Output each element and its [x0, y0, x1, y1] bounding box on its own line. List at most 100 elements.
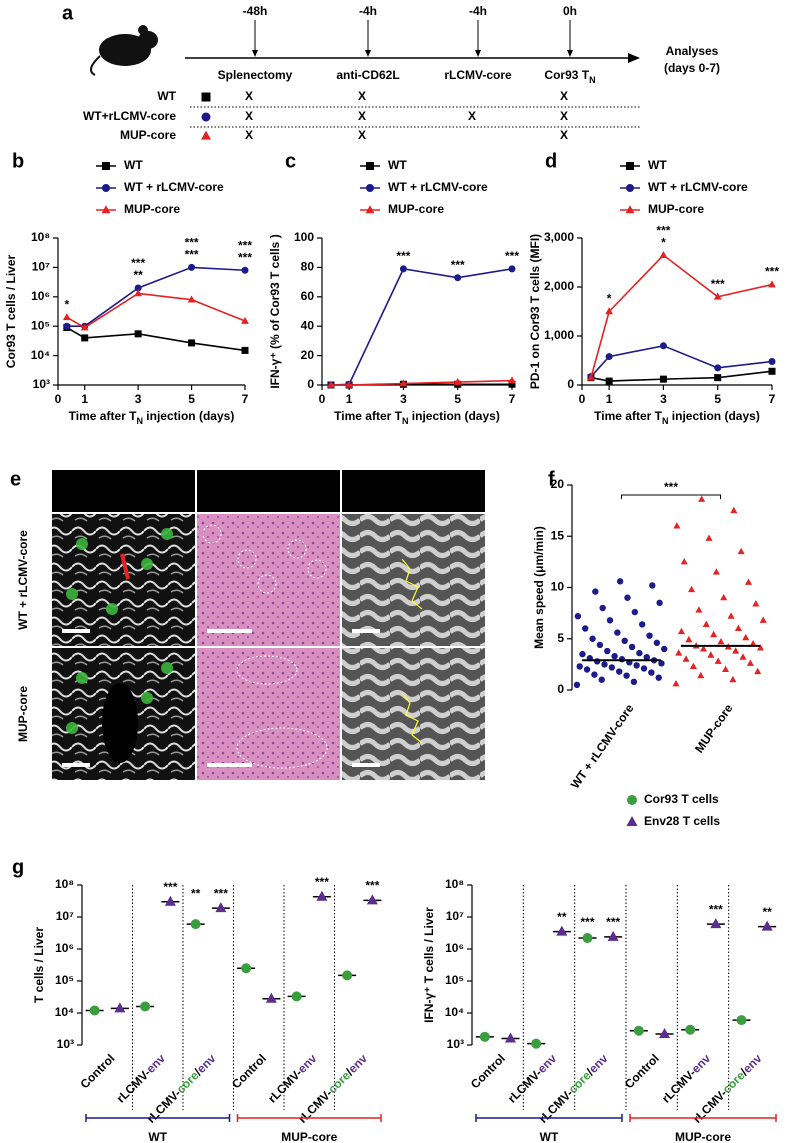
marker [756, 644, 764, 651]
marker [710, 918, 722, 929]
group-bracket [85, 1114, 231, 1122]
marker [656, 599, 663, 607]
category-label-part: Control [229, 1051, 269, 1091]
panel-label: g [12, 856, 24, 878]
panel-label: f [548, 468, 555, 490]
significance: *** [606, 915, 620, 929]
y-tick-label: 10³ [57, 1037, 74, 1051]
scale-bar [352, 629, 380, 633]
scale-bar [207, 629, 252, 633]
marker [592, 588, 599, 595]
y-tick-label: 10⁵ [31, 318, 50, 332]
category-label-part: rLCMV- [690, 1086, 730, 1126]
step-mark: X [468, 109, 476, 123]
y-tick-label: 1,000 [544, 328, 574, 342]
category-label-part: rLCMV- [114, 1066, 154, 1106]
marker [614, 629, 621, 636]
step-time: 0h [563, 4, 577, 18]
cell-blob [66, 722, 78, 734]
step-label-sub: N [589, 75, 596, 85]
marker [479, 1031, 490, 1042]
marker [81, 334, 89, 342]
marker [606, 617, 614, 624]
marker [640, 665, 648, 672]
marker [601, 661, 608, 668]
y-tick-label: 10⁸ [31, 230, 50, 244]
significance: ** [557, 910, 567, 924]
x-tick-label: 3 [135, 392, 142, 406]
marker [638, 621, 646, 628]
marker [605, 377, 613, 385]
y-axis-label: Cor93 T cells / Liver [4, 254, 18, 368]
x-tick-label: 1 [606, 392, 613, 406]
dotted-region [237, 549, 257, 569]
marker [730, 506, 738, 514]
marker [531, 1038, 542, 1049]
marker [648, 669, 655, 676]
x-axis-label-tail: injection (days) [408, 409, 499, 423]
x-tick-label: 3 [660, 392, 667, 406]
y-tick-label: 80 [301, 260, 315, 274]
marker [134, 289, 142, 297]
marker [697, 671, 705, 679]
row-label: WT + rLCMV-core [16, 530, 30, 630]
marker [616, 578, 624, 585]
significance: ** [762, 905, 772, 919]
marker [631, 608, 639, 616]
arrowhead [252, 50, 258, 57]
marker [582, 625, 589, 632]
significance: *** [765, 265, 779, 279]
marker [677, 627, 685, 635]
marker [705, 534, 713, 541]
image-header-text: H&E [255, 483, 280, 497]
marker [215, 902, 227, 913]
significance: *** [163, 880, 177, 894]
y-tick-label: 10⁷ [32, 260, 50, 274]
dotted-region [236, 655, 298, 685]
y-axis-label: IFN-γ⁺ T cells / Liver [422, 907, 436, 1023]
step-label: Cor93 TN [544, 68, 595, 85]
marker [714, 657, 722, 664]
x-axis-label-sub: N [402, 416, 409, 426]
legend-label: MUP-core [124, 202, 180, 216]
series-line [590, 254, 773, 378]
y-axis-label: Mean speed (μm/min) [532, 526, 546, 649]
group-name: WT+rLCMV-core [83, 109, 176, 123]
group-bracket [475, 1114, 623, 1122]
cell-blob [66, 588, 78, 600]
category-label: rLCMV-env [265, 1051, 319, 1105]
marker [689, 662, 697, 669]
marker [241, 346, 249, 354]
legend-marker [365, 205, 375, 214]
marker [366, 894, 378, 905]
significance: *** [185, 236, 199, 250]
marker [732, 647, 740, 654]
group-symbol [201, 112, 211, 122]
legend-marker [625, 205, 635, 214]
marker [659, 342, 667, 350]
scale-bar [62, 629, 90, 633]
marker [453, 377, 462, 385]
category-label-part: Control [622, 1051, 662, 1091]
category-label: rLCMV-env [505, 1051, 559, 1105]
marker [659, 250, 668, 258]
category-label: Control [229, 1051, 269, 1091]
category-label: rLCMV-env [114, 1051, 168, 1105]
marker [699, 645, 708, 652]
marker [672, 680, 680, 687]
marker [134, 330, 142, 338]
marker [583, 666, 591, 673]
panel-label: b [12, 150, 24, 172]
significance: *** [711, 277, 725, 291]
significance: *** [315, 875, 329, 889]
marker [633, 662, 640, 669]
legend-marker [102, 162, 110, 170]
marker [646, 632, 653, 639]
marker [579, 650, 586, 658]
y-tick-label: 10⁴ [55, 1005, 74, 1019]
category-label-part: rLCMV- [536, 1086, 576, 1126]
cell-blob [161, 528, 173, 540]
micrograph [342, 514, 485, 646]
micrograph [197, 648, 340, 780]
marker [621, 637, 628, 644]
